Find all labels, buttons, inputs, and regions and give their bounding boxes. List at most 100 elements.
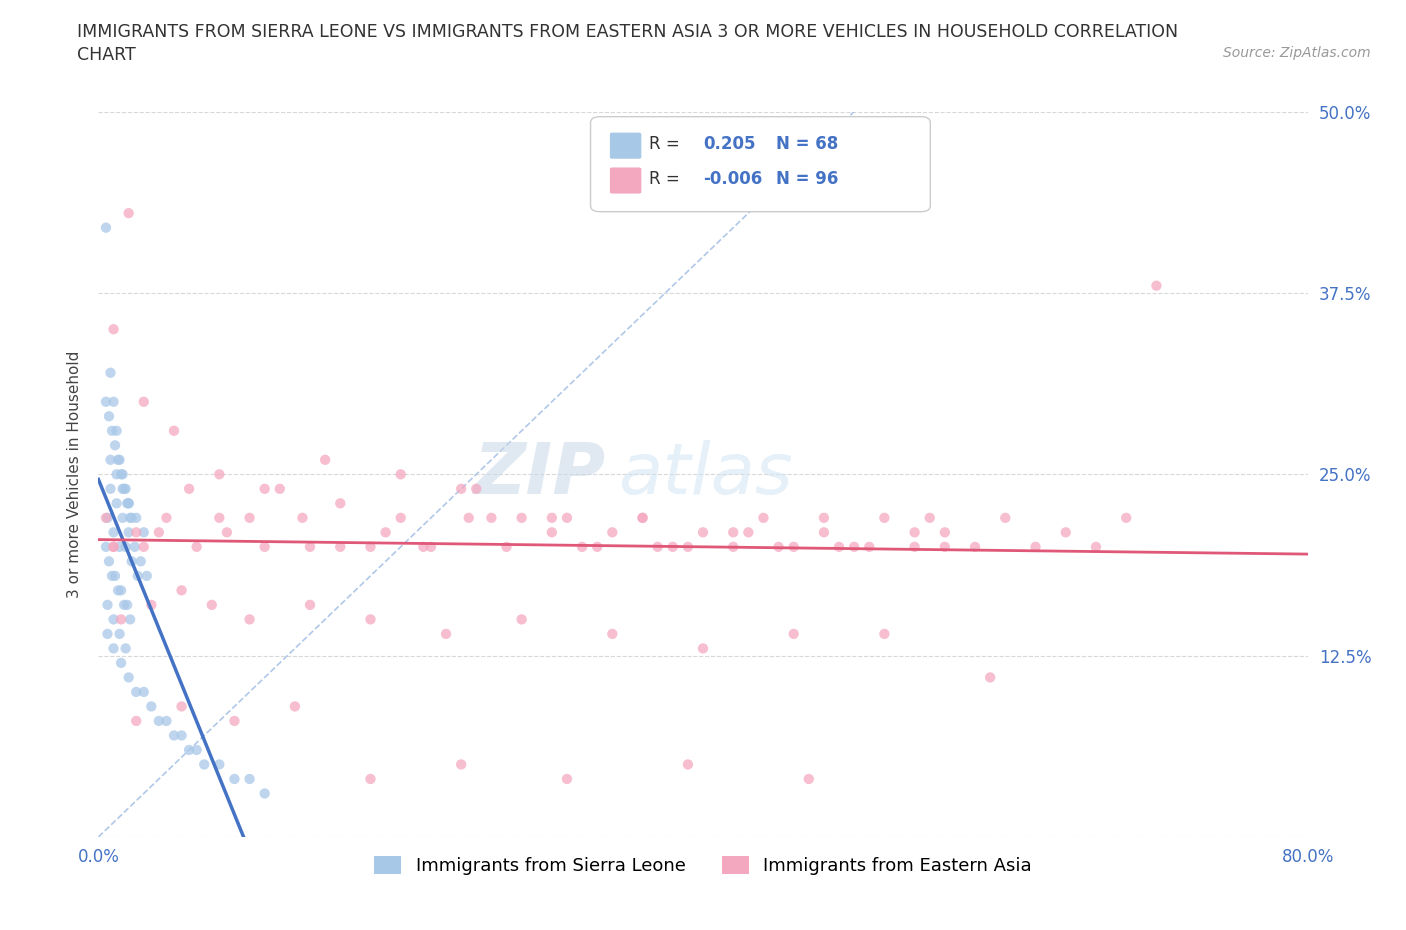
Point — [103, 539, 125, 554]
Point — [100, 452, 122, 467]
Point — [586, 539, 609, 554]
Point — [208, 467, 231, 482]
Point — [1054, 525, 1077, 539]
Text: N = 96: N = 96 — [776, 170, 838, 188]
Point — [314, 452, 336, 467]
Point — [783, 627, 806, 642]
Point — [125, 511, 148, 525]
Point — [163, 728, 186, 743]
Point — [94, 394, 117, 409]
Point — [114, 482, 136, 497]
Point — [103, 525, 125, 539]
Point — [647, 539, 669, 554]
Text: R =: R = — [648, 170, 685, 188]
Point — [555, 511, 578, 525]
Point — [101, 568, 124, 583]
Point — [103, 641, 125, 656]
Point — [540, 511, 562, 525]
Point — [170, 583, 193, 598]
Point — [239, 511, 262, 525]
Point — [692, 641, 714, 656]
Point — [420, 539, 443, 554]
Point — [115, 597, 138, 612]
Point — [571, 539, 593, 554]
Point — [115, 496, 138, 511]
Point — [510, 511, 533, 525]
Point — [148, 525, 170, 539]
Point — [299, 597, 322, 612]
Point — [215, 525, 238, 539]
Point — [135, 568, 157, 583]
Point — [481, 511, 503, 525]
Point — [389, 511, 412, 525]
Point — [104, 568, 127, 583]
Point — [752, 511, 775, 525]
FancyBboxPatch shape — [610, 133, 641, 159]
Point — [1115, 511, 1137, 525]
Point — [360, 539, 382, 554]
Text: IMMIGRANTS FROM SIERRA LEONE VS IMMIGRANTS FROM EASTERN ASIA 3 OR MORE VEHICLES : IMMIGRANTS FROM SIERRA LEONE VS IMMIGRAN… — [77, 23, 1178, 41]
Point — [253, 482, 276, 497]
Point — [1085, 539, 1108, 554]
Point — [510, 612, 533, 627]
Point — [934, 525, 956, 539]
Y-axis label: 3 or more Vehicles in Household: 3 or more Vehicles in Household — [67, 351, 83, 598]
Point — [193, 757, 215, 772]
FancyBboxPatch shape — [610, 167, 641, 193]
Point — [186, 539, 208, 554]
Point — [979, 670, 1001, 684]
Point — [873, 511, 896, 525]
Point — [768, 539, 790, 554]
Point — [98, 554, 121, 569]
Point — [125, 525, 148, 539]
Point — [602, 627, 624, 642]
Point — [111, 511, 134, 525]
Point — [844, 539, 866, 554]
Point — [118, 496, 141, 511]
Point — [111, 482, 134, 497]
Point — [813, 525, 835, 539]
Point — [299, 539, 322, 554]
Point — [121, 554, 143, 569]
Point — [904, 539, 927, 554]
Point — [129, 554, 152, 569]
Point — [239, 772, 262, 787]
Point — [132, 525, 155, 539]
Point — [132, 684, 155, 699]
Point — [120, 612, 142, 627]
Point — [104, 438, 127, 453]
Point — [103, 612, 125, 627]
Point — [737, 525, 759, 539]
Text: atlas: atlas — [619, 440, 793, 509]
Point — [148, 713, 170, 728]
Point — [457, 511, 479, 525]
Point — [107, 452, 129, 467]
Point — [105, 423, 128, 438]
Point — [873, 627, 896, 642]
Point — [540, 525, 562, 539]
Text: N = 68: N = 68 — [776, 135, 838, 153]
Point — [114, 539, 136, 554]
Point — [284, 699, 307, 714]
Point — [114, 641, 136, 656]
Point — [797, 772, 820, 787]
Point — [631, 511, 654, 525]
Point — [1024, 539, 1046, 554]
Point — [105, 467, 128, 482]
Point — [918, 511, 941, 525]
Point — [170, 699, 193, 714]
Point — [374, 525, 396, 539]
Point — [101, 423, 124, 438]
Point — [904, 525, 927, 539]
Point — [179, 742, 201, 757]
Point — [103, 539, 125, 554]
Point — [121, 511, 143, 525]
Point — [94, 511, 117, 525]
Point — [155, 713, 177, 728]
Point — [100, 482, 122, 497]
Point — [450, 482, 472, 497]
Point — [132, 394, 155, 409]
Point — [253, 786, 276, 801]
Point — [110, 583, 132, 598]
Point — [450, 757, 472, 772]
